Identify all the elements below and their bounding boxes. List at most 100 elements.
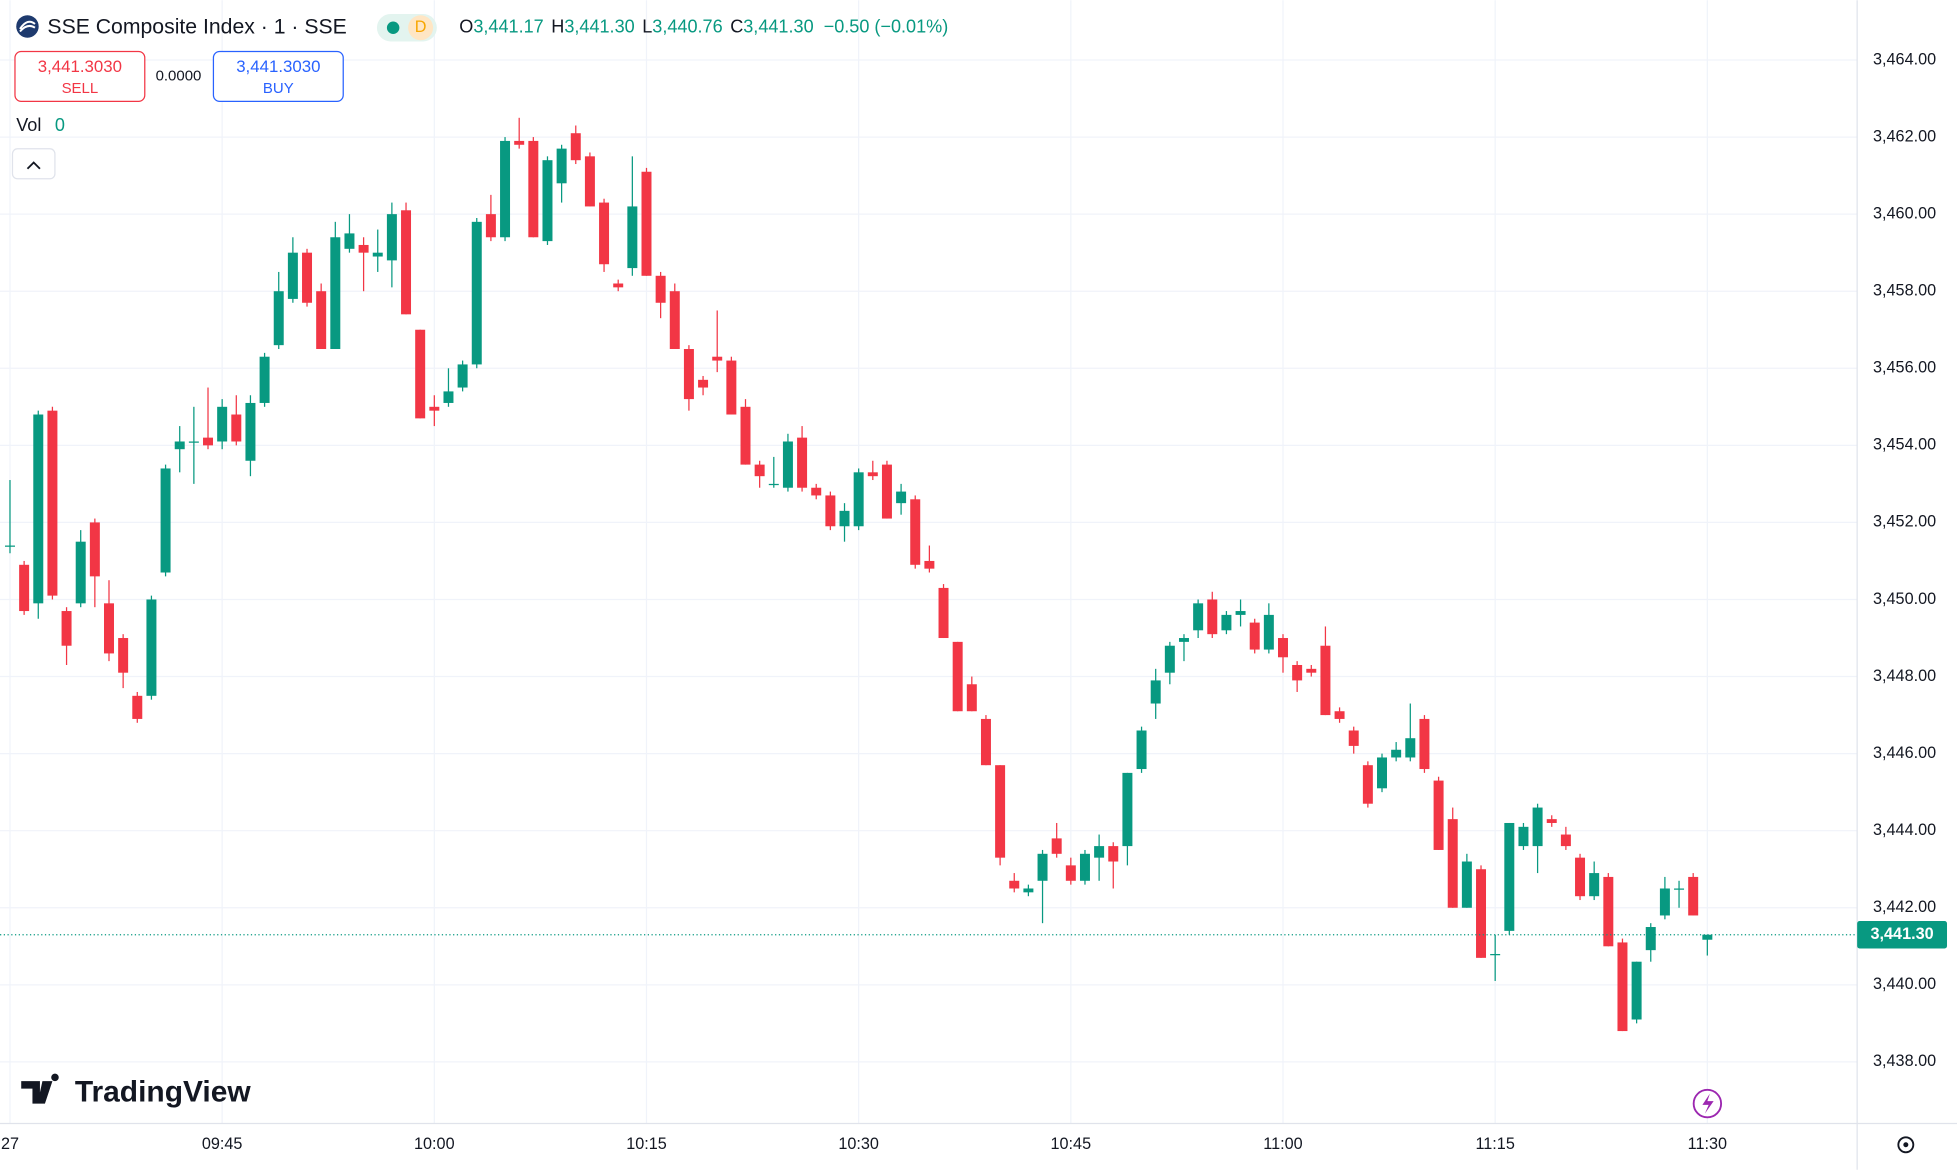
volume-value: 0	[55, 115, 65, 135]
candle-body	[1617, 942, 1628, 1032]
candle-body	[316, 291, 327, 350]
candle-body	[655, 275, 666, 303]
candle-body	[1575, 857, 1586, 897]
candle-body	[1419, 718, 1430, 770]
legend-label: O	[459, 17, 473, 37]
candle-body	[613, 283, 624, 288]
candle-body	[330, 237, 341, 350]
candle-body	[1532, 807, 1543, 847]
collapse-icon	[26, 161, 41, 170]
candle-body	[344, 233, 355, 249]
candle-body	[980, 718, 991, 766]
candle-body	[1433, 780, 1444, 850]
candle-body	[1263, 614, 1274, 650]
candle-body	[556, 148, 567, 184]
candle-body	[1405, 738, 1416, 758]
candle-body	[160, 468, 171, 573]
candle-body	[839, 510, 850, 527]
candle-body	[287, 252, 298, 299]
candle-body	[1362, 765, 1373, 804]
legend-value: 3,441.17	[473, 17, 543, 37]
y-tick-label: 3,464.00	[1873, 50, 1936, 68]
candle-body	[1659, 888, 1670, 916]
candle-body	[1023, 888, 1034, 893]
candle-body	[273, 291, 284, 346]
candle-body	[1037, 853, 1048, 881]
candle-body	[754, 464, 765, 477]
candle-body	[570, 133, 581, 161]
legend-value: 3,441.30	[564, 17, 634, 37]
candle-body	[896, 491, 907, 504]
candle-body	[500, 140, 511, 238]
candle-body	[1136, 730, 1147, 770]
candle-body	[782, 441, 793, 488]
y-tick-label: 3,460.00	[1873, 204, 1936, 222]
buy-price[interactable]: 3,441.3030	[236, 57, 320, 76]
settings-icon[interactable]	[1897, 1136, 1915, 1154]
candle-body	[1645, 927, 1656, 951]
sell-price[interactable]: 3,441.3030	[38, 57, 122, 76]
candle-body	[952, 641, 963, 712]
candles	[4, 117, 1713, 1032]
candle-body	[19, 564, 30, 612]
candle-body	[768, 483, 779, 486]
symbol-logo-mark	[19, 20, 36, 33]
candle-body	[1249, 622, 1260, 650]
candle-body	[1589, 873, 1600, 897]
alert-icon-bolt	[1702, 1093, 1714, 1114]
candle-body	[528, 140, 539, 238]
candle-body	[245, 402, 256, 461]
candle-body	[1631, 961, 1642, 1020]
candle-body	[599, 202, 610, 265]
candle-body	[712, 356, 723, 361]
legend-value: 3,441.30	[743, 17, 813, 37]
axes: 3,438.00 3,440.00 3,442.00 3,444.00 3,446.00…	[0, 50, 1948, 1153]
candle-body	[188, 441, 199, 443]
candle-body	[1164, 645, 1175, 673]
candle-body	[627, 206, 638, 269]
y-tick-label: 3,438.00	[1873, 1052, 1936, 1070]
legend-label: C	[730, 17, 743, 37]
sell-label[interactable]: SELL	[62, 80, 99, 97]
candle-body	[938, 587, 949, 639]
candle-body	[174, 441, 185, 450]
candle-body	[1207, 599, 1218, 635]
candle-body	[231, 414, 242, 442]
candle-body	[1221, 614, 1232, 631]
candle-body	[1306, 668, 1317, 673]
candle-body	[995, 765, 1006, 858]
candle-body	[471, 221, 482, 365]
tv-logo-text[interactable]: TradingView	[75, 1076, 252, 1109]
volume-label: Vol	[16, 115, 41, 135]
candle-body	[457, 364, 468, 388]
chart-title[interactable]: SSE Composite Index · 1 · SSE	[47, 15, 346, 38]
candle-body	[4, 545, 15, 547]
candle-body	[485, 214, 496, 238]
candle-body	[1122, 772, 1133, 847]
candle-body	[1560, 834, 1571, 847]
candle-body	[1391, 749, 1402, 758]
buy-button[interactable]	[212, 50, 344, 102]
candle-body	[542, 160, 553, 242]
x-tick-label: 11:15	[1475, 1135, 1514, 1153]
candle-body	[203, 437, 214, 446]
candle-body	[1235, 611, 1246, 615]
tv-logo-icon	[21, 1073, 59, 1104]
interval-badge: D	[415, 18, 427, 36]
candle-body	[415, 329, 426, 419]
candle-body	[1292, 664, 1303, 681]
buy-label[interactable]: BUY	[263, 80, 294, 97]
sell-button[interactable]	[14, 50, 146, 102]
y-tick-label: 3,448.00	[1873, 667, 1936, 685]
candle-body	[1320, 645, 1331, 716]
spread: 0.0000	[156, 67, 202, 84]
candle-body	[132, 695, 143, 719]
candle-body	[726, 360, 737, 415]
candle-body	[358, 244, 369, 253]
candle-body	[429, 406, 440, 411]
x-tick-label: 09:45	[202, 1135, 243, 1153]
y-tick-label: 3,462.00	[1873, 127, 1936, 145]
legend-label: L	[642, 17, 652, 37]
market-status-dot	[386, 21, 400, 34]
